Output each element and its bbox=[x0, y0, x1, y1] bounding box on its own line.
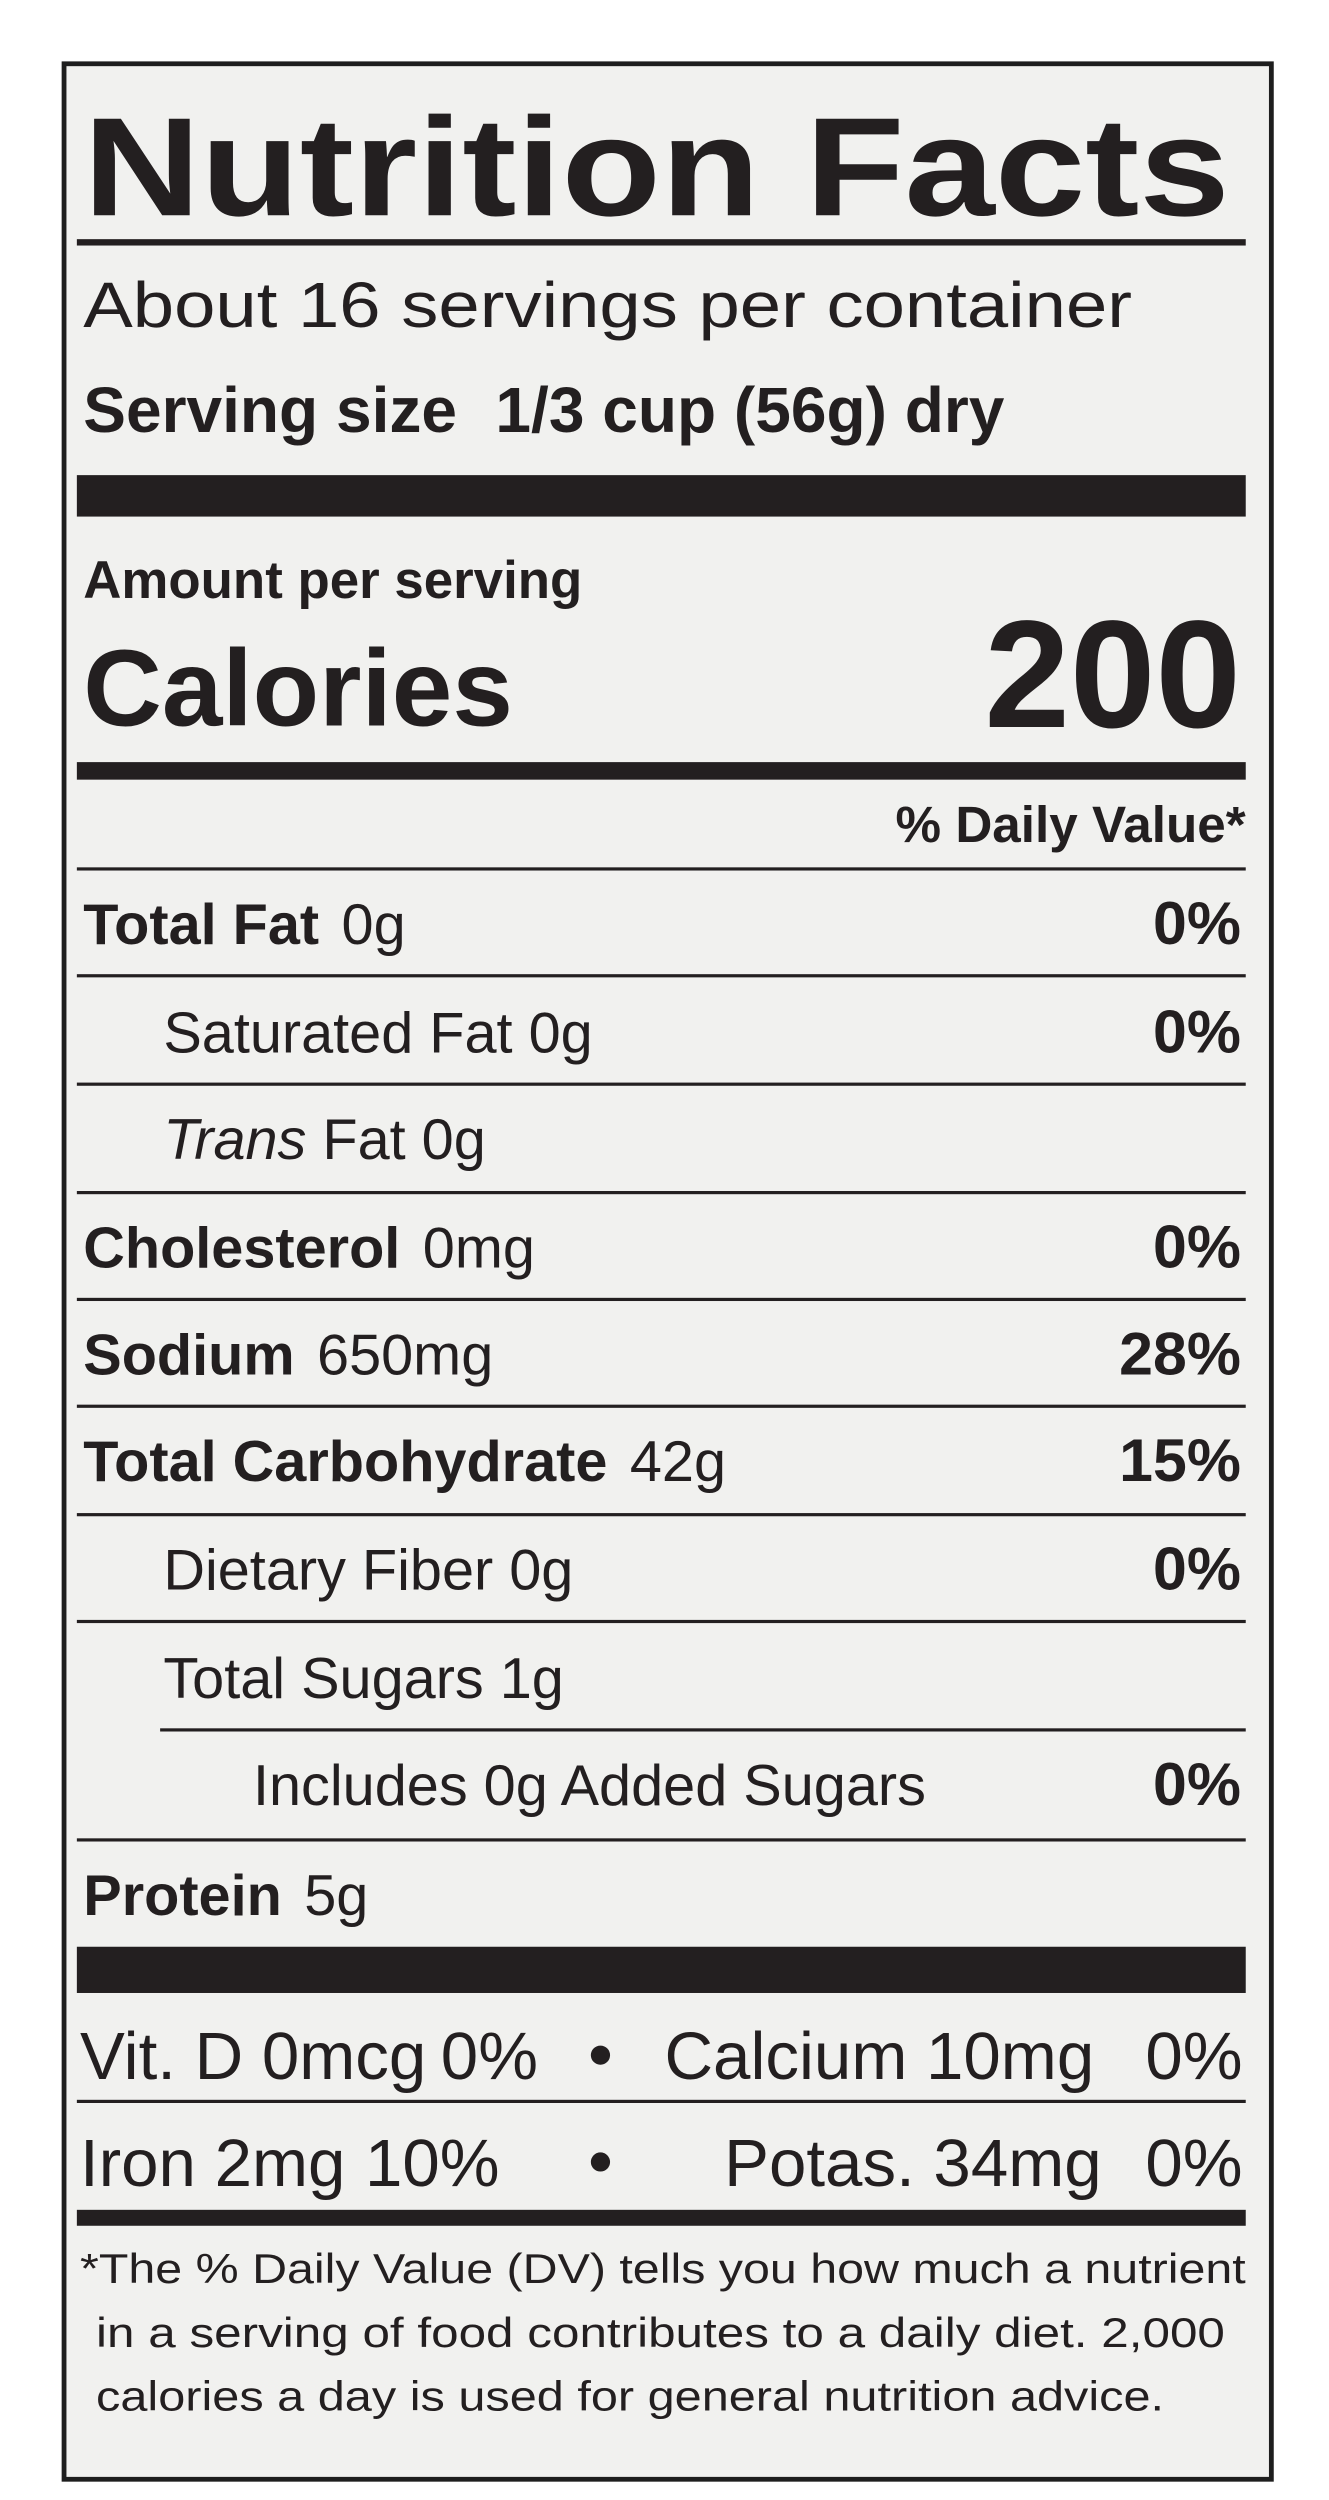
calories-value: 200 bbox=[984, 588, 1240, 760]
nutrient-row: Saturated Fat 0g bbox=[163, 1001, 592, 1065]
rule bbox=[76, 1404, 1246, 1408]
vitamin-name: Vit. D 0mcg bbox=[80, 2019, 426, 2094]
rule bbox=[76, 867, 1246, 871]
nutrient-name-italic: Trans bbox=[163, 1108, 306, 1172]
nutrient-row: Sodium 650mg bbox=[83, 1323, 493, 1387]
rule bbox=[160, 1728, 1246, 1732]
serving-size: Serving size 1/3 cup (56g) dry bbox=[83, 374, 1005, 446]
nutrient-dv: 0% bbox=[1153, 1750, 1241, 1818]
nutrient-name: Total Fat bbox=[83, 893, 319, 957]
nutrient-name: Includes 0g Added Sugars bbox=[253, 1754, 926, 1818]
nutrient-row: Trans Fat 0g bbox=[163, 1108, 485, 1172]
title: Nutrition Facts bbox=[83, 89, 1229, 246]
nutrient-amount: 650mg bbox=[317, 1323, 493, 1387]
rule bbox=[76, 1297, 1246, 1302]
bullet bbox=[590, 2152, 611, 2172]
nutrient-row: Cholesterol 0mg bbox=[83, 1217, 535, 1281]
nutrient-row: Dietary Fiber 0g bbox=[163, 1539, 573, 1603]
nutrient-amount: 0g bbox=[529, 1001, 593, 1065]
rule bbox=[76, 1619, 1246, 1624]
nutrient-name: Dietary Fiber bbox=[163, 1539, 493, 1603]
nutrient-name: Total Carbohydrate bbox=[83, 1430, 607, 1494]
nutrient-dv: 0% bbox=[1153, 997, 1241, 1065]
nutrient-name: Cholesterol bbox=[83, 1217, 400, 1281]
bullet bbox=[590, 2045, 611, 2065]
footnote-line: in a serving of food contributes to a da… bbox=[96, 2309, 1225, 2356]
servings: About 16 servings per container bbox=[83, 269, 1132, 341]
thick-rule bbox=[76, 1946, 1246, 1993]
vitamin-dv: 0% bbox=[1145, 2019, 1242, 2094]
nutrient-row: Protein 5g bbox=[83, 1864, 368, 1928]
nutrient-name: Saturated Fat bbox=[163, 1001, 512, 1065]
vitamin-dv: 10% bbox=[365, 2126, 500, 2201]
medium-rule bbox=[76, 762, 1246, 780]
rule bbox=[76, 1838, 1246, 1842]
rule bbox=[76, 2099, 1246, 2103]
nutrient-amount: 1g bbox=[500, 1647, 564, 1711]
nutrient-row: Total Sugars 1g bbox=[163, 1647, 564, 1711]
vitamin-name: Potas. 34mg bbox=[724, 2126, 1101, 2201]
nutrient-amount: 0g bbox=[422, 1108, 486, 1172]
medium-rule bbox=[76, 2209, 1246, 2226]
nutrient-dv: 0% bbox=[1153, 889, 1241, 957]
vitamin-dv: 0% bbox=[441, 2019, 538, 2094]
nutrient-dv: 0% bbox=[1153, 1535, 1241, 1603]
nutrient-name: Fat bbox=[322, 1108, 405, 1172]
nutrient-amount: 5g bbox=[304, 1864, 368, 1928]
rule bbox=[76, 974, 1246, 978]
nutrient-dv: 15% bbox=[1119, 1426, 1241, 1494]
vitamin-name: Iron 2mg bbox=[80, 2126, 345, 2201]
nutrient-amount: 0mg bbox=[423, 1217, 535, 1281]
rule bbox=[76, 239, 1246, 246]
footnote-line: *The % Daily Value (DV) tells you how mu… bbox=[80, 2245, 1246, 2292]
nutrient-name: Protein bbox=[83, 1864, 282, 1928]
label-panel bbox=[61, 61, 1274, 2482]
vitamin-dv: 0% bbox=[1145, 2126, 1242, 2201]
rule bbox=[76, 1082, 1246, 1086]
footnote-line: calories a day is used for general nutri… bbox=[96, 2373, 1164, 2420]
nutrient-name: Total Sugars bbox=[163, 1647, 483, 1711]
daily-value-header: % Daily Value* bbox=[896, 796, 1246, 853]
nutrient-amount: 42g bbox=[630, 1430, 726, 1494]
nutrient-dv: 0% bbox=[1153, 1213, 1241, 1281]
calories-label: Calories bbox=[83, 629, 513, 750]
amount-per-serving: Amount per serving bbox=[83, 551, 582, 610]
vitamin-name: Calcium 10mg bbox=[665, 2019, 1095, 2094]
nutrient-row: Total Fat 0g bbox=[83, 893, 405, 957]
nutrient-name: Sodium bbox=[83, 1323, 294, 1387]
rule bbox=[76, 1191, 1246, 1195]
serving-size-label: Serving size bbox=[83, 374, 457, 446]
nutrient-amount: 0g bbox=[509, 1539, 573, 1603]
nutrient-amount: 0g bbox=[342, 893, 406, 957]
serving-size-value: 1/3 cup (56g) dry bbox=[495, 374, 1004, 446]
rule bbox=[76, 1513, 1246, 1517]
nutrient-row: Total Carbohydrate 42g bbox=[83, 1430, 726, 1494]
nutrient-dv: 28% bbox=[1119, 1319, 1241, 1387]
thick-rule bbox=[76, 475, 1246, 517]
